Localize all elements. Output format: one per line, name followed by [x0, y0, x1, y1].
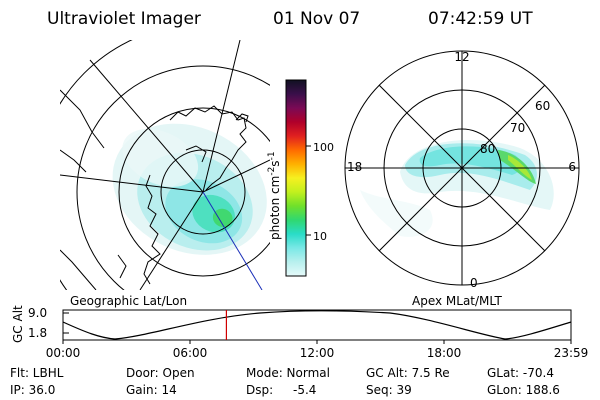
- timeline-x-tick-2359: 23:59: [554, 346, 589, 360]
- meridians: [60, 40, 270, 290]
- altitude-curve: [62, 310, 572, 340]
- info-panel: Flt: LBHL Door: Open Mode: Normal GC Alt…: [10, 366, 560, 397]
- timeline-x-tick-0600: 06:00: [173, 346, 208, 360]
- timeline-y-tick-top: 9.0: [28, 306, 47, 320]
- mlat-label-60: 60: [535, 99, 550, 113]
- colorbar-ticks: [306, 145, 311, 236]
- polar-grid: [344, 50, 580, 286]
- info-seq: Seq: 39: [366, 383, 412, 397]
- info-dsp-label: Dsp:: [246, 383, 273, 397]
- info-mode: Mode: Normal: [246, 366, 330, 380]
- info-door: Door: Open: [126, 366, 195, 380]
- timeline-y-label: GC Alt: [11, 305, 25, 343]
- mlt-label-18: 18: [347, 160, 362, 174]
- mlt-label-6: 6: [568, 160, 576, 174]
- info-filter: Flt: LBHL: [10, 366, 64, 380]
- date-label: 01 Nov 07: [273, 9, 360, 29]
- noon-meridian: [202, 191, 263, 290]
- timeline-x-ticks: [62, 340, 572, 344]
- mlt-label-12: 12: [454, 50, 469, 64]
- info-dsp-value: -5.4: [293, 383, 316, 397]
- info-ip: IP: 36.0: [10, 383, 55, 397]
- timeline-x-tick-1200: 12:00: [300, 346, 335, 360]
- geographic-caption: Geographic Lat/Lon: [70, 294, 187, 308]
- geographic-map: [60, 40, 270, 290]
- mlat-label-70: 70: [510, 121, 525, 135]
- colorbar-tick-100: 100: [313, 141, 334, 154]
- magnetic-polar-plot: 12 18 6 0 60 70 80: [344, 50, 580, 290]
- info-gc-alt: GC Alt: 7.5 Re: [366, 366, 450, 380]
- info-glat: GLat: -70.4: [487, 366, 554, 380]
- colorbar-scale: [285, 79, 307, 277]
- aurora-image-geo: [112, 123, 267, 255]
- timeline-x-tick-0000: 00:00: [46, 346, 81, 360]
- colorbar-tick-10: 10: [313, 230, 327, 243]
- info-glon: GLon: 188.6: [487, 383, 560, 397]
- aurora-image-mag: [360, 140, 554, 237]
- mlat-label-80: 80: [480, 142, 495, 156]
- timeline-x-tick-1800: 18:00: [427, 346, 462, 360]
- header: Ultraviolet Imager 01 Nov 07 07:42:59 UT: [47, 9, 533, 29]
- time-label: 07:42:59 UT: [428, 9, 533, 29]
- info-gain: Gain: 14: [126, 383, 177, 397]
- magnetic-caption: Apex MLat/MLT: [412, 294, 502, 308]
- instrument-title: Ultraviolet Imager: [47, 9, 201, 29]
- colorbar-unit-label: photon cm-2s-1: [267, 151, 282, 240]
- mlt-label-0: 0: [470, 276, 478, 290]
- timeline-y-tick-bottom: 1.8: [28, 326, 47, 340]
- orbit-timeline: GC Alt 9.0 1.8 00:00 06:00 12:00 18:00 2…: [11, 305, 588, 360]
- coastlines: [60, 89, 249, 290]
- colorbar: 100 10 photon cm-2s-1: [267, 79, 334, 277]
- timeline-y-ticks: [63, 312, 69, 334]
